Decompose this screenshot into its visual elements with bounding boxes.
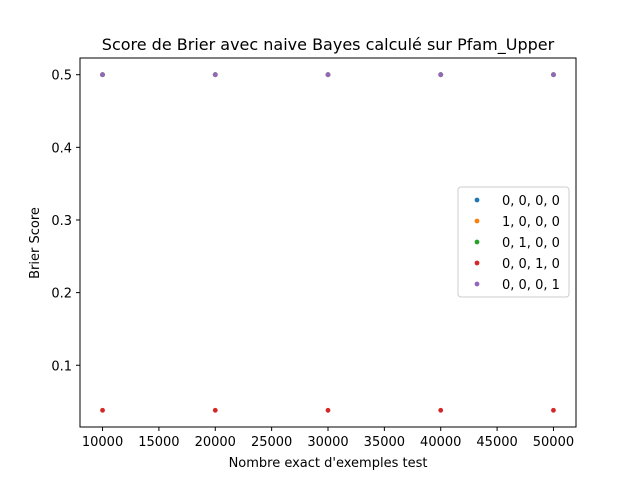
plot-frame [79, 57, 577, 428]
x-tick-label: 10000 [82, 435, 123, 450]
legend-label: 0, 0, 0, 0 [502, 194, 560, 209]
y-tick-label: 0.4 [51, 141, 72, 156]
legend-label: 0, 1, 0, 0 [502, 236, 560, 251]
x-tick-label: 20000 [195, 435, 236, 450]
series-4-point [212, 72, 218, 78]
x-tick-label: 30000 [307, 435, 348, 450]
y-tick-label: 0.1 [51, 359, 72, 374]
legend: 0, 0, 0, 0 1, 0, 0, 0 0, 1, 0, 0 0, 0, 1, 0… [457, 186, 570, 298]
series-4-point [551, 72, 556, 78]
legend-marker [474, 281, 480, 287]
legend-label: 0, 0, 0, 1 [502, 278, 560, 293]
x-axis-title: Nombre exact d'exemples test [229, 456, 428, 471]
series-3-point [325, 407, 331, 413]
chart-title: Score de Brier avec naive Bayes calculé … [102, 35, 555, 55]
y-tick-label: 0.3 [51, 214, 72, 229]
legend-marker [474, 239, 480, 245]
y-tick-label: 0.2 [51, 287, 72, 302]
legend-box [457, 186, 570, 298]
x-tick-label: 25000 [251, 435, 292, 450]
series-3-point [212, 407, 218, 413]
x-tick-label: 35000 [364, 435, 405, 450]
legend-marker [474, 197, 480, 203]
x-axis: 10000 15000 20000 25000 30000 35000 40000 45000… [82, 427, 574, 450]
y-axis-title: Brier Score [28, 207, 43, 279]
x-tick-label: 45000 [476, 435, 517, 450]
series-3-point [100, 407, 105, 413]
y-tick-label: 0.5 [51, 69, 72, 84]
legend-marker [474, 218, 480, 224]
x-tick-label: 50000 [533, 435, 574, 450]
x-tick-label: 40000 [420, 435, 461, 450]
series-4-point [438, 72, 444, 78]
series-4-point [325, 72, 331, 78]
series-4-point [100, 72, 105, 78]
legend-marker [474, 260, 480, 266]
x-tick-label: 15000 [138, 435, 179, 450]
data-points [100, 72, 556, 413]
y-axis: 0.1 0.2 0.3 0.4 0.5 [51, 69, 80, 374]
series-3-point [438, 407, 444, 413]
legend-label: 0, 0, 1, 0 [502, 257, 560, 272]
legend-label: 1, 0, 0, 0 [502, 215, 560, 230]
series-3-point [551, 407, 556, 413]
